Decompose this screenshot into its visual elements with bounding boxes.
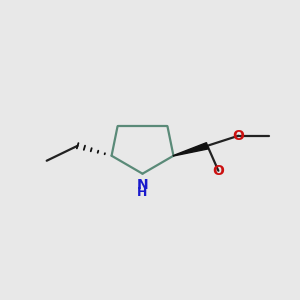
Text: H: H <box>137 186 148 199</box>
Text: O: O <box>212 164 224 178</box>
Text: O: O <box>232 129 244 143</box>
Text: N: N <box>137 178 148 192</box>
Polygon shape <box>173 142 208 156</box>
